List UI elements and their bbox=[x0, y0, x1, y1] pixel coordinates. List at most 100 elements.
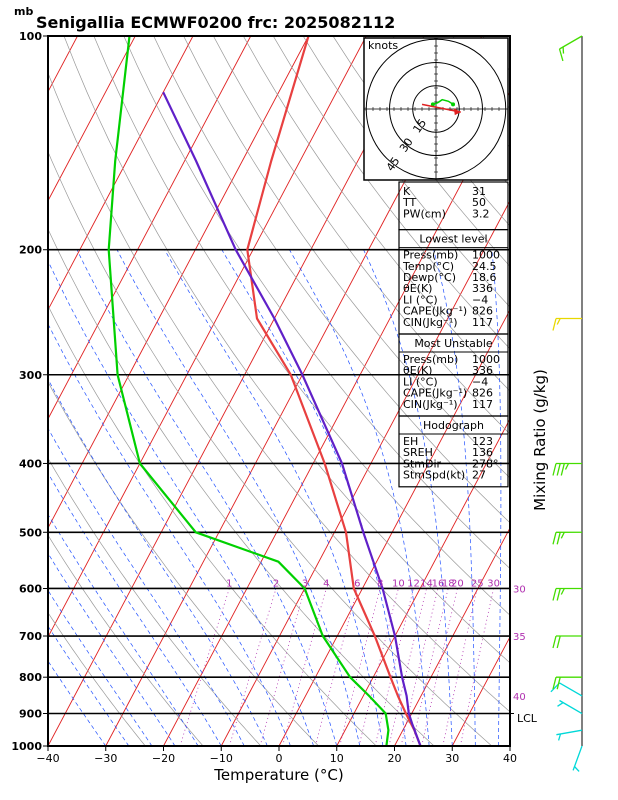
wind-barb-feather bbox=[560, 588, 565, 595]
mixing-ratio-label: 3 bbox=[302, 578, 308, 589]
mixing-ratio-label: 8 bbox=[377, 578, 383, 589]
index-label: Press(mb) bbox=[403, 353, 458, 366]
wind-barbs bbox=[550, 35, 583, 772]
index-label: CAPE(Jkg⁻¹) bbox=[403, 305, 467, 318]
isotherm-line bbox=[48, 36, 425, 746]
dry-adiabat-line bbox=[153, 36, 510, 524]
wind-barb-feather bbox=[556, 532, 561, 545]
y-tick-label: 200 bbox=[19, 244, 42, 257]
x-tick-label: −10 bbox=[210, 752, 233, 765]
edge-label: 30 bbox=[513, 584, 526, 595]
storm-motion-arrowhead bbox=[453, 108, 461, 116]
dry-adiabat-line bbox=[512, 36, 618, 746]
hodograph-ring bbox=[412, 85, 460, 133]
dry-adiabat-line bbox=[183, 36, 510, 479]
index-value: 826 bbox=[472, 387, 493, 400]
index-value: −4 bbox=[472, 293, 488, 306]
moist-adiabat-line bbox=[289, 249, 430, 746]
moist-adiabat-line bbox=[48, 513, 199, 746]
dry-adiabat-line bbox=[48, 304, 377, 746]
moist-adiabat-line bbox=[116, 249, 361, 746]
y-tick-label: 300 bbox=[19, 369, 42, 382]
index-section-header: Most Unstable bbox=[414, 337, 493, 350]
x-tick-label: 30 bbox=[445, 752, 459, 765]
hodograph-point bbox=[430, 102, 435, 107]
x-axis-label: Temperature (°C) bbox=[213, 766, 343, 784]
index-label: CIN(Jkg⁻¹) bbox=[403, 316, 458, 329]
index-value: 3.2 bbox=[472, 207, 490, 220]
mixing-ratio-label: 4 bbox=[323, 578, 329, 589]
wind-barb-feather bbox=[557, 702, 564, 707]
wind-barb-staff bbox=[559, 35, 583, 50]
x-tick-label: 10 bbox=[330, 752, 344, 765]
index-label: CAPE(Jkg⁻¹) bbox=[403, 387, 467, 400]
mixing-ratio-label: 1 bbox=[226, 578, 232, 589]
wind-barb-staff bbox=[572, 745, 583, 771]
wind-barb-feather bbox=[552, 588, 557, 601]
wind-barb-feather bbox=[556, 635, 561, 649]
mixing-ratio-label: 10 bbox=[392, 578, 405, 589]
mixing-ratio-label: 20 bbox=[451, 578, 464, 589]
dry-adiabat-line bbox=[48, 612, 146, 746]
index-section-header: Hodograph bbox=[423, 419, 484, 432]
hodograph-trace bbox=[432, 98, 454, 106]
isotherm-line bbox=[220, 199, 510, 746]
index-value: −4 bbox=[472, 375, 488, 388]
dry-adiabat-line bbox=[48, 228, 435, 746]
wind-barb-feather bbox=[574, 766, 580, 772]
index-section-header: Lowest level bbox=[419, 233, 487, 246]
index-label: LI (°C) bbox=[403, 375, 438, 388]
index-value: 136 bbox=[472, 446, 493, 459]
dry-adiabat-line bbox=[93, 36, 510, 616]
hodograph-point bbox=[451, 102, 456, 107]
dry-adiabat-line bbox=[272, 36, 510, 350]
index-label: PW(cm) bbox=[403, 207, 446, 220]
index-value: 336 bbox=[472, 282, 493, 295]
y-tick-label: 600 bbox=[19, 582, 42, 595]
hodograph-ring bbox=[389, 62, 483, 156]
wind-barb-staff bbox=[559, 682, 583, 697]
mixing-ratio-label: 2 bbox=[273, 578, 279, 589]
parcel-line bbox=[162, 91, 422, 746]
index-label: CIN(Jkg⁻¹) bbox=[403, 398, 458, 411]
wind-barb-feather bbox=[564, 463, 570, 470]
mixing-ratio-line bbox=[421, 588, 458, 746]
wind-barb-feather bbox=[558, 48, 564, 62]
mixing-ratio-label: 25 bbox=[471, 578, 484, 589]
x-tick-label: −40 bbox=[36, 752, 59, 765]
dry-adiabat-line bbox=[213, 36, 510, 435]
index-label: Press(mb) bbox=[403, 249, 458, 262]
y-tick-label: 100 bbox=[19, 30, 42, 43]
moist-adiabat-line bbox=[48, 472, 222, 746]
y-tick-label: 900 bbox=[19, 708, 42, 721]
wind-barb-feather bbox=[552, 318, 557, 331]
profile-curves bbox=[107, 36, 422, 746]
dry-adiabat-line bbox=[48, 150, 493, 746]
index-value: 123 bbox=[472, 435, 493, 448]
isotherm-line bbox=[394, 526, 510, 746]
x-tick-label: −20 bbox=[152, 752, 175, 765]
dry-adiabat-line bbox=[48, 381, 319, 746]
index-label: LI (°C) bbox=[403, 293, 438, 306]
index-label: K bbox=[403, 185, 411, 198]
isotherm-line bbox=[0, 36, 20, 746]
index-label: Dewp(°C) bbox=[403, 271, 456, 284]
index-label: θE(K) bbox=[403, 364, 432, 377]
wind-barb-feather bbox=[560, 463, 565, 476]
y-tick-label: 400 bbox=[19, 457, 42, 470]
index-label: SREH bbox=[403, 446, 433, 459]
mixing-ratio-line bbox=[411, 588, 449, 746]
mixing-ratio-line bbox=[388, 588, 427, 746]
edge-label: 40 bbox=[513, 692, 526, 703]
index-value: 278° bbox=[472, 457, 499, 470]
mixing-ratio-line bbox=[400, 588, 439, 746]
temperature-line bbox=[246, 36, 422, 746]
x-tick-label: −30 bbox=[94, 752, 117, 765]
wind-barb-feather bbox=[556, 588, 561, 601]
index-label: Temp(°C) bbox=[402, 260, 454, 273]
index-value: 50 bbox=[472, 196, 486, 209]
y-axis: 1000 900 800 700 600 500 400 300 200 100 bbox=[11, 30, 48, 753]
